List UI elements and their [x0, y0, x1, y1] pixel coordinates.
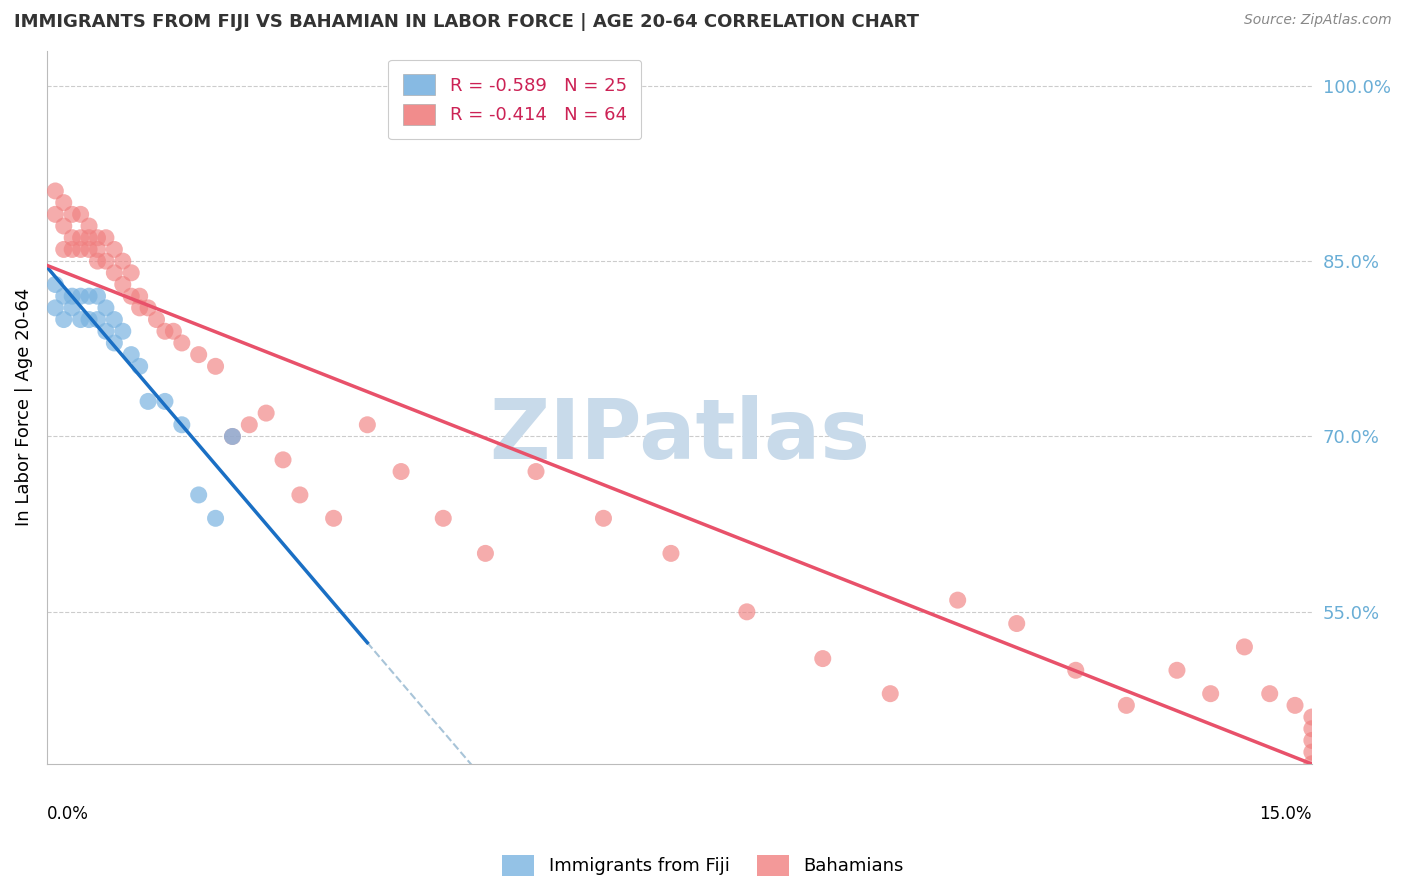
Point: [120, 348, 142, 362]
Point: [128, 359, 150, 374]
Point: [432, 511, 454, 525]
Point: [44, 301, 66, 315]
Point: [524, 465, 547, 479]
Point: [52, 195, 75, 210]
Point: [120, 289, 142, 303]
Point: [103, 312, 125, 326]
Point: [1064, 663, 1087, 677]
Point: [879, 687, 901, 701]
Text: 0.0%: 0.0%: [46, 805, 89, 823]
Point: [170, 335, 193, 350]
Point: [162, 324, 184, 338]
Point: [946, 593, 969, 607]
Point: [356, 417, 378, 432]
Point: [69, 231, 91, 245]
Point: [94, 231, 117, 245]
Text: Source: ZipAtlas.com: Source: ZipAtlas.com: [1244, 13, 1392, 28]
Point: [94, 324, 117, 338]
Point: [735, 605, 758, 619]
Point: [474, 546, 496, 560]
Point: [103, 243, 125, 257]
Point: [69, 207, 91, 221]
Point: [1115, 698, 1137, 713]
Text: 15.0%: 15.0%: [1260, 805, 1312, 823]
Point: [153, 394, 176, 409]
Point: [69, 289, 91, 303]
Point: [77, 219, 100, 233]
Point: [52, 312, 75, 326]
Point: [86, 254, 108, 268]
Point: [86, 312, 108, 326]
Point: [271, 453, 294, 467]
Point: [77, 289, 100, 303]
Point: [52, 243, 75, 257]
Point: [111, 277, 134, 292]
Point: [111, 254, 134, 268]
Point: [60, 301, 83, 315]
Point: [322, 511, 344, 525]
Point: [1233, 640, 1256, 654]
Point: [136, 394, 159, 409]
Point: [86, 231, 108, 245]
Point: [145, 312, 167, 326]
Point: [153, 324, 176, 338]
Point: [77, 312, 100, 326]
Point: [659, 546, 682, 560]
Point: [94, 301, 117, 315]
Point: [238, 417, 260, 432]
Point: [1166, 663, 1188, 677]
Point: [86, 289, 108, 303]
Point: [1301, 710, 1323, 724]
Point: [52, 289, 75, 303]
Point: [111, 324, 134, 338]
Point: [592, 511, 614, 525]
Point: [221, 429, 243, 443]
Point: [1301, 733, 1323, 747]
Point: [60, 243, 83, 257]
Point: [128, 301, 150, 315]
Text: IMMIGRANTS FROM FIJI VS BAHAMIAN IN LABOR FORCE | AGE 20-64 CORRELATION CHART: IMMIGRANTS FROM FIJI VS BAHAMIAN IN LABO…: [14, 13, 920, 31]
Point: [1301, 745, 1323, 759]
Point: [69, 243, 91, 257]
Point: [389, 465, 412, 479]
Point: [86, 243, 108, 257]
Point: [1005, 616, 1028, 631]
Point: [204, 511, 226, 525]
Point: [187, 348, 209, 362]
Point: [69, 312, 91, 326]
Point: [1301, 756, 1323, 771]
Point: [187, 488, 209, 502]
Point: [1301, 722, 1323, 736]
Point: [44, 277, 66, 292]
Point: [60, 207, 83, 221]
Point: [1258, 687, 1281, 701]
Point: [44, 207, 66, 221]
Point: [1284, 698, 1306, 713]
Point: [136, 301, 159, 315]
Point: [811, 651, 834, 665]
Point: [254, 406, 277, 420]
Point: [120, 266, 142, 280]
Point: [52, 219, 75, 233]
Text: ZIPatlas: ZIPatlas: [489, 395, 870, 476]
Point: [103, 266, 125, 280]
Point: [77, 231, 100, 245]
Legend: R = -0.589   N = 25, R = -0.414   N = 64: R = -0.589 N = 25, R = -0.414 N = 64: [388, 60, 641, 139]
Point: [94, 254, 117, 268]
Point: [128, 289, 150, 303]
Point: [77, 243, 100, 257]
Point: [221, 429, 243, 443]
Point: [44, 184, 66, 198]
Point: [170, 417, 193, 432]
Point: [204, 359, 226, 374]
Legend: Immigrants from Fiji, Bahamians: Immigrants from Fiji, Bahamians: [495, 847, 911, 883]
Point: [1199, 687, 1222, 701]
Y-axis label: In Labor Force | Age 20-64: In Labor Force | Age 20-64: [15, 288, 32, 526]
Point: [288, 488, 311, 502]
Point: [60, 231, 83, 245]
Point: [60, 289, 83, 303]
Point: [103, 335, 125, 350]
